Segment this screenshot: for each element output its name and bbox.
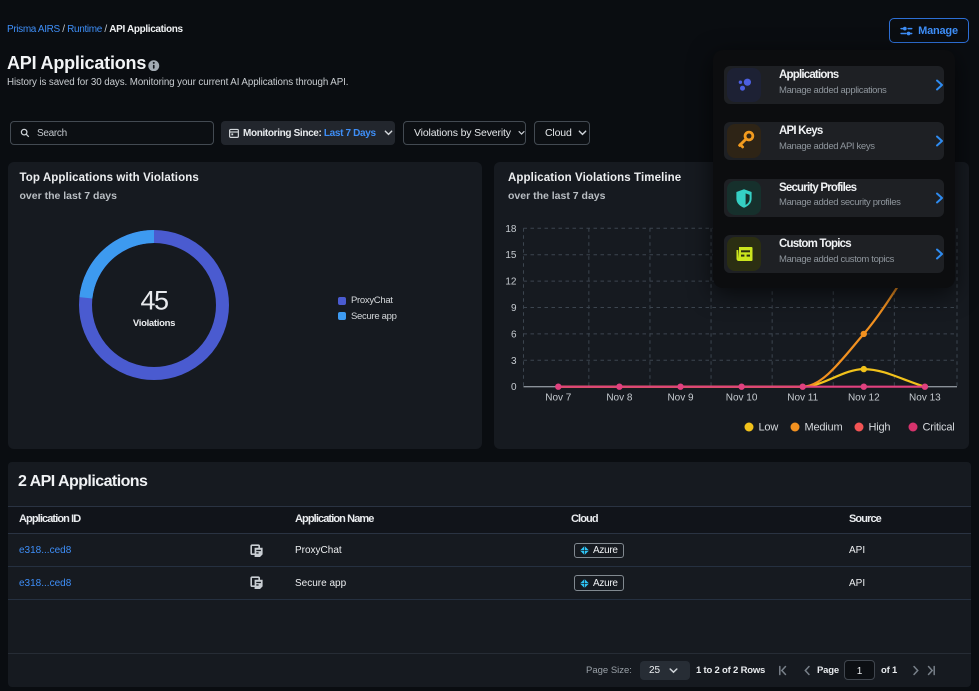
svg-text:Nov 11: Nov 11 <box>787 393 818 404</box>
svg-text:12: 12 <box>505 277 517 288</box>
svg-text:Low: Low <box>758 422 778 434</box>
svg-text:Nov 8: Nov 8 <box>606 393 633 404</box>
svg-text:High: High <box>868 422 890 434</box>
svg-text:45: 45 <box>140 286 168 316</box>
svg-text:9: 9 <box>510 303 516 314</box>
svg-text:Nov 10: Nov 10 <box>725 393 757 404</box>
svg-text:15: 15 <box>505 250 517 261</box>
svg-text:Critical: Critical <box>922 422 954 434</box>
svg-text:Nov 9: Nov 9 <box>667 393 694 404</box>
svg-text:3: 3 <box>510 356 516 367</box>
svg-text:Medium: Medium <box>804 422 842 434</box>
svg-text:Nov 7: Nov 7 <box>545 393 572 404</box>
svg-text:Nov 13: Nov 13 <box>909 393 941 404</box>
svg-text:Nov 12: Nov 12 <box>847 393 879 404</box>
svg-text:Violations: Violations <box>132 318 174 329</box>
svg-text:6: 6 <box>510 329 516 340</box>
svg-text:18: 18 <box>505 224 517 235</box>
svg-text:0: 0 <box>510 382 516 393</box>
